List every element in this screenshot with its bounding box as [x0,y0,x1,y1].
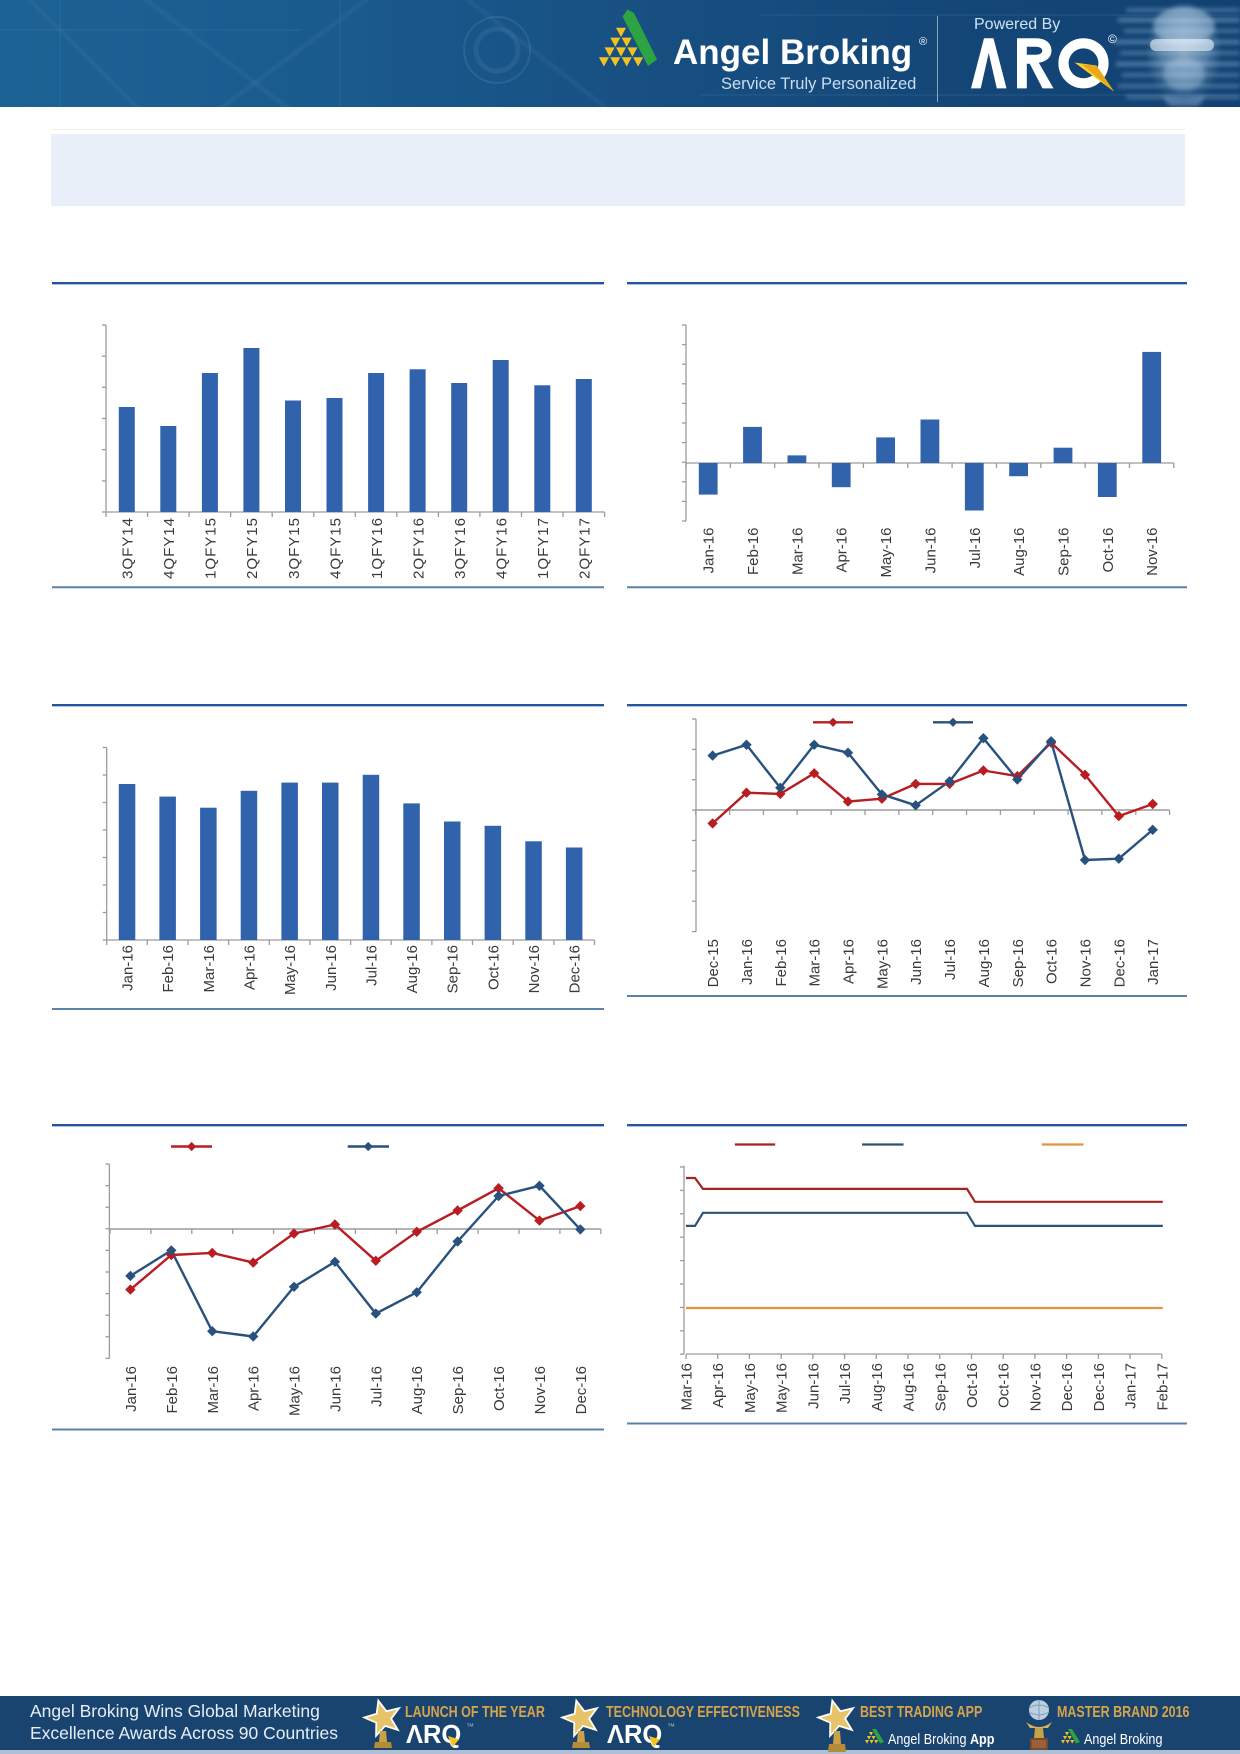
svg-text:May-16: May-16 [878,528,895,578]
svg-text:May-16: May-16 [874,939,891,989]
svg-text:Jul-16: Jul-16 [967,528,984,569]
svg-text:Jan-17: Jan-17 [1145,939,1162,985]
svg-text:Dec-16: Dec-16 [1091,1363,1108,1411]
svg-text:May-16: May-16 [774,1363,791,1413]
svg-text:Dec-16: Dec-16 [567,945,584,993]
svg-text:Apr-16: Apr-16 [246,1366,263,1411]
svg-text:Jan-16: Jan-16 [739,939,756,985]
svg-text:Jan-16: Jan-16 [701,528,718,574]
svg-text:2QFY15: 2QFY15 [244,517,261,579]
svg-text:Dec-16: Dec-16 [1059,1363,1076,1411]
svg-text:Dec-15: Dec-15 [705,939,722,987]
svg-text:Aug-16: Aug-16 [901,1363,918,1411]
svg-text:Apr-16: Apr-16 [242,945,259,990]
svg-text:Jan-16: Jan-16 [123,1366,140,1412]
svg-text:Oct-16: Oct-16 [485,945,502,990]
svg-text:Oct-16: Oct-16 [1100,528,1117,573]
svg-text:Jan-17: Jan-17 [1123,1363,1140,1409]
svg-text:3QFY15: 3QFY15 [286,517,303,579]
svg-text:Aug-16: Aug-16 [869,1363,886,1411]
svg-text:1QFY15: 1QFY15 [203,517,220,579]
svg-text:Apr-16: Apr-16 [834,528,851,573]
svg-text:Nov-16: Nov-16 [1027,1363,1044,1411]
svg-text:Mar-16: Mar-16 [205,1366,222,1414]
svg-text:Jul-16: Jul-16 [837,1363,854,1404]
svg-text:Dec-16: Dec-16 [1111,939,1128,987]
svg-text:Nov-16: Nov-16 [526,945,543,993]
svg-text:Dec-16: Dec-16 [573,1366,590,1414]
svg-text:Jun-16: Jun-16 [908,939,925,985]
svg-text:Nov-16: Nov-16 [1144,528,1161,576]
svg-text:Jan-16: Jan-16 [120,945,137,991]
svg-text:4QFY14: 4QFY14 [161,517,178,579]
svg-text:Nov-16: Nov-16 [532,1366,549,1414]
svg-text:Mar-16: Mar-16 [807,939,824,987]
svg-text:Jun-16: Jun-16 [323,945,340,991]
svg-text:2QFY16: 2QFY16 [410,517,427,579]
svg-text:3QFY14: 3QFY14 [120,517,137,579]
svg-text:Jul-16: Jul-16 [368,1366,385,1407]
svg-text:Feb-16: Feb-16 [164,1366,181,1414]
svg-text:Mar-16: Mar-16 [201,945,218,993]
svg-text:1QFY17: 1QFY17 [535,517,552,579]
svg-text:May-16: May-16 [282,945,299,995]
svg-text:Sep-16: Sep-16 [932,1363,949,1411]
svg-text:Mar-16: Mar-16 [679,1363,696,1411]
svg-text:Feb-16: Feb-16 [773,939,790,987]
svg-text:Oct-16: Oct-16 [964,1363,981,1408]
svg-text:Oct-16: Oct-16 [996,1363,1013,1408]
svg-text:Feb-17: Feb-17 [1154,1363,1171,1411]
svg-text:Apr-16: Apr-16 [841,939,858,984]
svg-text:1QFY16: 1QFY16 [369,517,386,579]
svg-text:2QFY17: 2QFY17 [577,517,594,579]
svg-text:Jul-16: Jul-16 [942,939,959,980]
svg-text:Jun-16: Jun-16 [805,1363,822,1409]
svg-text:Nov-16: Nov-16 [1078,939,1095,987]
svg-text:Aug-16: Aug-16 [404,945,421,993]
svg-text:May-16: May-16 [742,1363,759,1413]
svg-text:Mar-16: Mar-16 [789,528,806,576]
svg-text:Jun-16: Jun-16 [327,1366,344,1412]
svg-text:4QFY16: 4QFY16 [494,517,511,579]
svg-text:Jul-16: Jul-16 [363,945,380,986]
svg-text:Sep-16: Sep-16 [1010,939,1027,987]
svg-text:Feb-16: Feb-16 [160,945,177,993]
svg-text:Aug-16: Aug-16 [409,1366,426,1414]
svg-text:Sep-16: Sep-16 [450,1366,467,1414]
svg-text:Feb-16: Feb-16 [745,528,762,576]
svg-text:Oct-16: Oct-16 [1044,939,1061,984]
svg-text:4QFY15: 4QFY15 [327,517,344,579]
svg-text:3QFY16: 3QFY16 [452,517,469,579]
svg-text:Apr-16: Apr-16 [710,1363,727,1408]
svg-text:May-16: May-16 [287,1366,304,1416]
svg-text:Sep-16: Sep-16 [1056,528,1073,576]
svg-text:Sep-16: Sep-16 [445,945,462,993]
svg-text:Oct-16: Oct-16 [491,1366,508,1411]
svg-text:Jun-16: Jun-16 [922,528,939,574]
svg-text:Aug-16: Aug-16 [976,939,993,987]
svg-text:Aug-16: Aug-16 [1011,528,1028,576]
svg-text:©: © [1108,32,1117,46]
